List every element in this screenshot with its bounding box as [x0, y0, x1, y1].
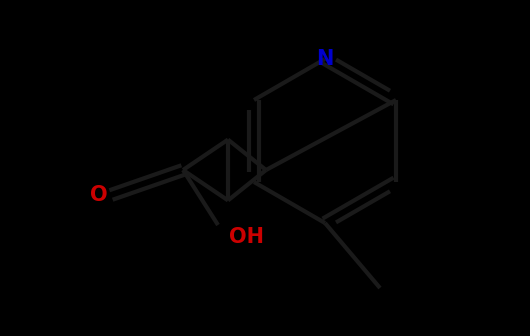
Text: OH: OH — [228, 227, 263, 247]
Text: N: N — [316, 49, 334, 69]
Text: O: O — [90, 185, 108, 205]
